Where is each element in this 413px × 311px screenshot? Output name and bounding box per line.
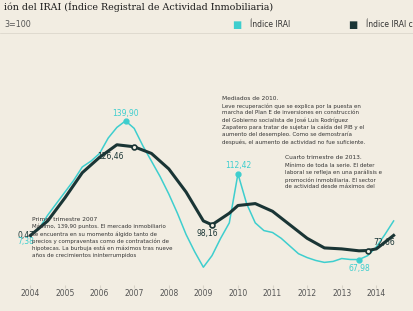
Text: Índice IRAI co: Índice IRAI co [366,20,413,29]
Text: 126,46: 126,46 [97,151,123,160]
Text: 112,42: 112,42 [224,161,250,170]
Text: 72,66: 72,66 [372,238,394,247]
Text: Cuarto trimestre de 2013.: Cuarto trimestre de 2013. [284,156,361,160]
Text: ión del IRAI (Índice Registral de Actividad Inmobiliaria): ión del IRAI (Índice Registral de Activi… [4,2,273,12]
Text: Mínimo de toda la serie. El deter
laboral se refleja en una parálisis e
promoció: Mínimo de toda la serie. El deter labora… [284,163,381,189]
Text: ■: ■ [347,20,356,30]
Text: Máximo, 139,90 puntos. El mercado inmobiliario
se encuentra en su momento álgido: Máximo, 139,90 puntos. El mercado inmobi… [32,224,172,258]
Text: Índice IRAI: Índice IRAI [250,20,290,29]
Text: Leve recuperación que se explica por la puesta en
marcha del Plan E de inversion: Leve recuperación que se explica por la … [222,103,365,145]
Text: 98,16: 98,16 [195,229,217,238]
Text: 139,90: 139,90 [112,109,138,118]
Text: 67,98: 67,98 [347,264,369,273]
Text: 7,38: 7,38 [17,237,34,246]
Text: Mediados de 2010.: Mediados de 2010. [222,95,278,100]
Text: 0,47: 0,47 [17,231,34,240]
Text: 3=100: 3=100 [4,20,31,29]
Text: Primer trimestre 2007: Primer trimestre 2007 [32,217,97,222]
Text: ■: ■ [231,20,240,30]
